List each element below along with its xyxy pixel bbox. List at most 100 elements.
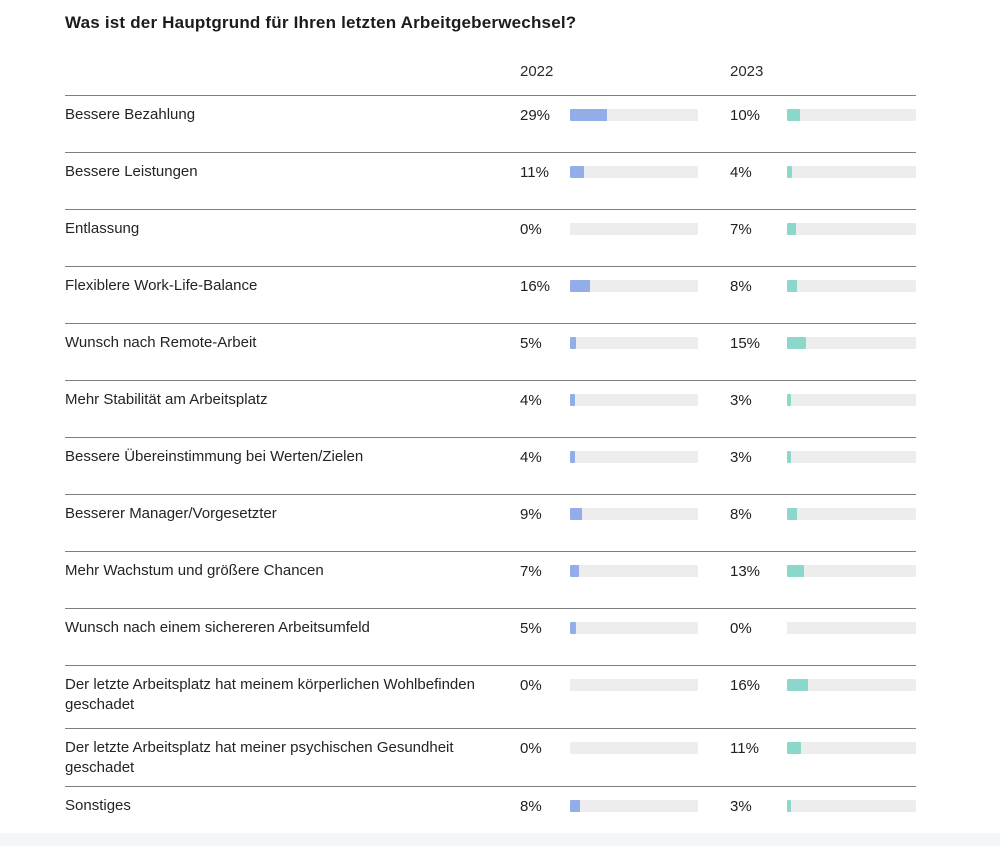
table-row: Flexiblere Work-Life-Balance 16% 8% [65,266,916,323]
bar-2022 [570,800,581,812]
cell-2022: 0% [520,219,698,239]
cell-2023: 4% [698,162,916,182]
bar-track-2023 [787,223,916,235]
value-2023: 11% [730,739,759,757]
table-row: Der letzte Arbeitsplatz hat meiner psych… [65,728,916,786]
column-header-2022: 2022 [520,63,554,80]
value-2022: 0% [520,220,542,238]
cell-2022: 5% [520,333,698,353]
table-row: Der letzte Arbeitsplatz hat meinem körpe… [65,665,916,728]
bar-2022 [570,451,576,463]
bar-2023 [787,679,808,691]
value-2023: 15% [730,334,761,352]
bar-track-2023 [787,679,916,691]
cell-2023: 0% [698,618,916,638]
value-2023: 3% [730,797,752,815]
cell-2023: 8% [698,504,916,524]
bar-2023 [787,565,804,577]
cell-2023: 16% [698,675,916,695]
table-row: Sonstiges 8% 3% [65,786,916,830]
page-title: Was ist der Hauptgrund für Ihren letzten… [65,13,577,32]
bar-2023 [787,166,793,178]
bar-track-2022 [570,166,698,178]
value-2023: 16% [730,676,761,694]
value-2023: 0% [730,619,752,637]
cell-2022: 0% [520,675,698,695]
table-row: Entlassung 0% 7% [65,209,916,266]
bar-track-2023 [787,742,916,754]
cell-2023: 7% [698,219,916,239]
row-label: Wunsch nach Remote-Arbeit [65,334,257,351]
bar-track-2022 [570,451,698,463]
value-2022: 5% [520,334,542,352]
value-2022: 0% [520,676,542,694]
cell-2023: 15% [698,333,916,353]
value-2022: 8% [520,797,542,815]
value-2022: 0% [520,739,542,757]
bar-track-2023 [787,394,916,406]
row-label: Flexiblere Work-Life-Balance [65,277,258,294]
bar-2023 [787,394,791,406]
table-row: Wunsch nach Remote-Arbeit 5% 15% [65,323,916,380]
value-2023: 3% [730,448,752,466]
table-row: Besserer Manager/Vorgesetzter 9% 8% [65,494,916,551]
survey-chart: Was ist der Hauptgrund für Ihren letzten… [65,0,916,830]
value-2022: 4% [520,448,542,466]
cell-2023: 3% [698,390,916,410]
bar-2023 [787,280,798,292]
row-label: Bessere Übereinstimmung bei Werten/Ziele… [65,448,364,465]
column-header-row: 2022 2023 [65,63,916,95]
bar-track-2023 [787,280,916,292]
bar-track-2022 [570,742,698,754]
row-label: Der letzte Arbeitsplatz hat meinem körpe… [65,676,475,713]
bar-track-2022 [570,679,698,691]
cell-2022: 29% [520,105,698,125]
value-2022: 7% [520,562,542,580]
bar-track-2022 [570,394,698,406]
bar-2023 [787,109,800,121]
row-label: Wunsch nach einem sichereren Arbeitsumfe… [65,619,370,636]
row-label-column-spacer [65,63,520,80]
value-2022: 9% [520,505,542,523]
cell-2023: 8% [698,276,916,296]
table-row: Bessere Leistungen 11% 4% [65,152,916,209]
value-2022: 11% [520,163,549,181]
bar-track-2023 [787,166,916,178]
bar-2023 [787,742,802,754]
row-label: Entlassung [65,220,140,237]
bar-2023 [787,508,798,520]
bar-track-2023 [787,622,916,634]
cell-2022: 7% [520,561,698,581]
bar-track-2023 [787,451,916,463]
bar-track-2022 [570,800,698,812]
value-2022: 5% [520,619,542,637]
value-2023: 4% [730,163,752,181]
bar-2022 [570,337,577,349]
cell-2022: 9% [520,504,698,524]
bar-2022 [570,109,608,121]
cell-2023: 11% [698,738,916,758]
bar-track-2023 [787,565,916,577]
bar-2023 [787,800,791,812]
table-row: Bessere Bezahlung 29% 10% [65,95,916,152]
bar-2022 [570,280,591,292]
table-row: Mehr Wachstum und größere Chancen 7% 13% [65,551,916,608]
bar-2022 [570,166,585,178]
table-body: Bessere Bezahlung 29% 10% Bessere Leistu… [65,95,916,830]
cell-2022: 16% [520,276,698,296]
value-2022: 4% [520,391,542,409]
bar-track-2023 [787,508,916,520]
row-label: Der letzte Arbeitsplatz hat meiner psych… [65,739,454,776]
bottom-strip [0,833,1000,846]
table-row: Mehr Stabilität am Arbeitsplatz 4% 3% [65,380,916,437]
cell-2023: 10% [698,105,916,125]
bar-track-2022 [570,280,698,292]
value-2023: 8% [730,277,752,295]
bar-2022 [570,565,579,577]
table-row: Bessere Übereinstimmung bei Werten/Ziele… [65,437,916,494]
bar-track-2022 [570,223,698,235]
cell-2022: 11% [520,162,698,182]
column-header-2023: 2023 [730,63,764,80]
row-label: Mehr Stabilität am Arbeitsplatz [65,391,268,408]
row-label: Bessere Bezahlung [65,106,196,123]
